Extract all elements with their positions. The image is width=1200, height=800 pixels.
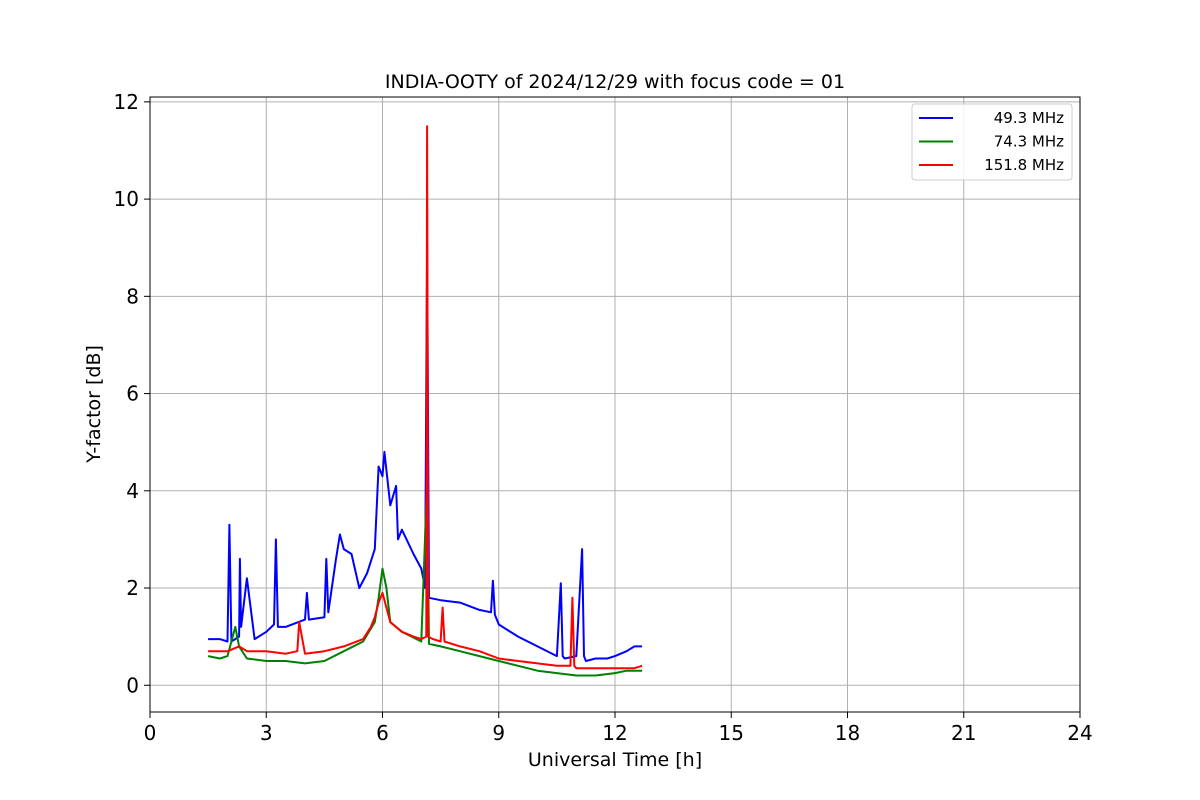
legend: 49.3 MHz 74.3 MHz 151.8 MHz [911,103,1073,181]
series-lines [207,125,643,677]
x-tick-label: 15 [719,721,744,745]
x-tick-label: 18 [835,721,860,745]
y-tick-label: 2 [126,576,139,600]
x-tick-label: 9 [492,721,505,745]
x-axis-label: Universal Time [h] [528,749,702,771]
x-tick-label: 6 [376,721,389,745]
legend-box [911,103,1073,181]
y-axis-label: Y-factor [dB] [83,345,105,464]
x-tick-label: 0 [144,721,157,745]
x-tick-label: 24 [1067,721,1092,745]
x-tick-label: 21 [951,721,976,745]
y-tick-label: 8 [126,284,139,308]
legend-label: 151.8 MHz [984,156,1064,174]
x-tick-label: 12 [602,721,627,745]
y-tick-label: 4 [126,479,139,503]
legend-label: 49.3 MHz [994,109,1064,127]
chart-title: INDIA-OOTY of 2024/12/29 with focus code… [385,71,845,93]
y-tick-label: 0 [126,673,139,697]
series-line-0 [208,241,643,662]
series-line-2 [208,125,643,670]
x-tick-label: 3 [260,721,273,745]
legend-label: 74.3 MHz [994,133,1064,151]
y-tick-label: 10 [114,187,139,211]
y-tick-label: 6 [126,382,139,406]
y-tick-label: 12 [114,90,139,114]
